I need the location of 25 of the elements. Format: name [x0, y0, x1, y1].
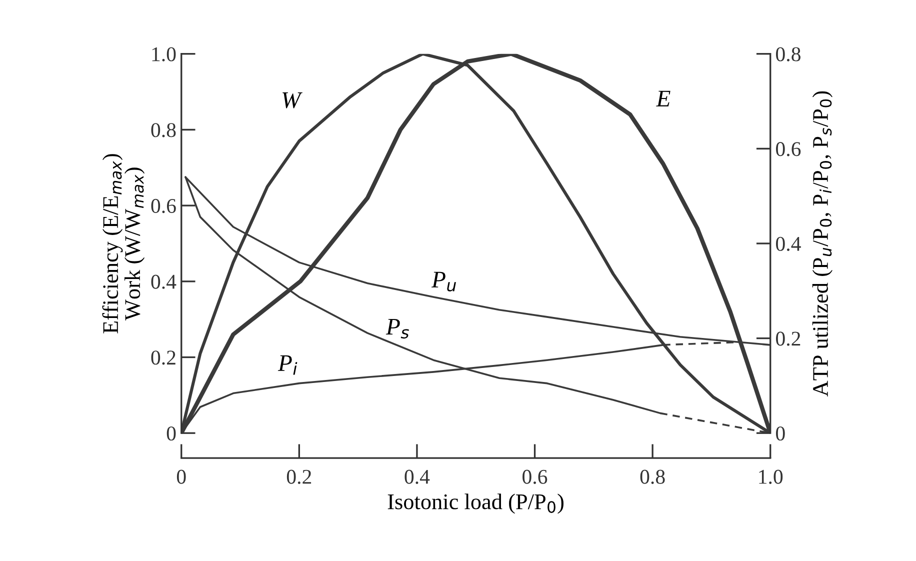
text: ATP utilized (P$_{u}$/P$_{0}$, P$_{i}$/P$_{0}$, P$_{s}$/P$_{0}$) — [812, 91, 833, 396]
series-label: P$_{s}$ — [386, 318, 409, 339]
y2-tick-label: 0.4 — [776, 236, 801, 251]
y-tick-label: 0.4 — [151, 274, 176, 289]
x-tick-label: 0.8 — [640, 470, 665, 484]
y-tick-label: 0 — [166, 426, 176, 441]
series-label: E — [656, 90, 670, 106]
series-label: P$_{u}$ — [431, 272, 456, 292]
x-tick-label: 0.4 — [404, 470, 430, 484]
y-tick-label: 0.2 — [151, 350, 176, 365]
x-tick-label: 1.0 — [759, 470, 783, 484]
y2-tick-label: 0.6 — [776, 142, 801, 156]
y-tick-label: 0.6 — [151, 198, 176, 214]
x-tick-label: 0.6 — [522, 470, 548, 484]
y-tick-label: 1.0 — [152, 47, 176, 62]
x-axis-title: Isotonic load (P/P$_{0}$) — [388, 494, 564, 514]
series-label: W — [282, 92, 302, 108]
y2-tick-label: 0.8 — [776, 47, 800, 62]
x-tick-label: 0 — [176, 470, 186, 484]
y2-tick-label: 0.2 — [776, 332, 800, 346]
y-tick-label: 0.8 — [151, 123, 176, 138]
series-label: P$_{i}$ — [278, 355, 298, 375]
x-tick-label: 0.2 — [286, 470, 312, 484]
y2-tick-label: 0 — [776, 426, 785, 441]
text: Efficiency (E/E$_{max}$) Work (W/W$_{max}$) — [102, 154, 145, 334]
